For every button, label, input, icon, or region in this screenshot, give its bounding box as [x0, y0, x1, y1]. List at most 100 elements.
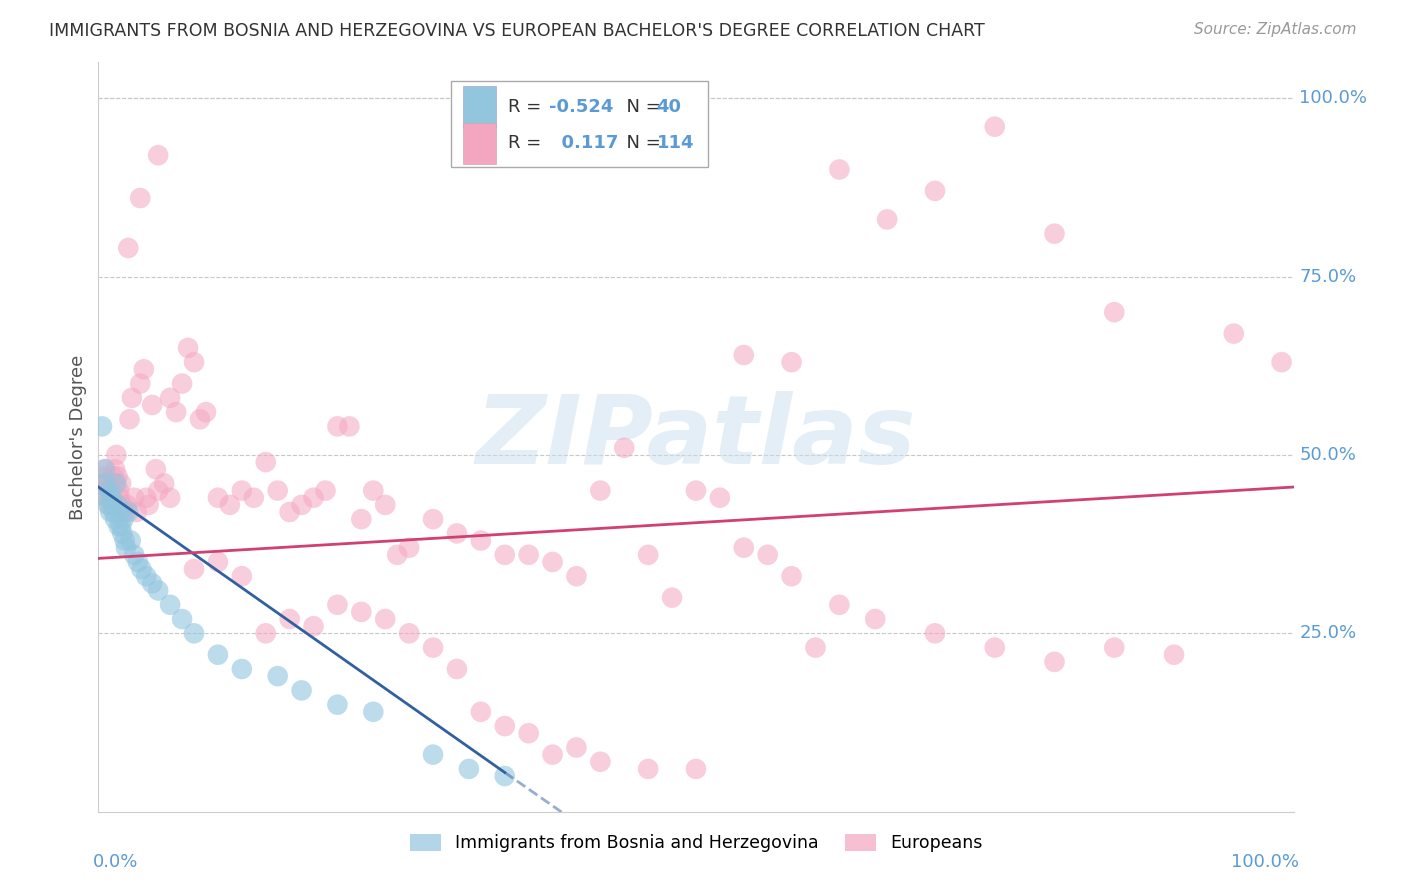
Point	[565, 569, 588, 583]
Point	[374, 612, 396, 626]
FancyBboxPatch shape	[451, 81, 709, 168]
Point	[219, 498, 242, 512]
Point	[114, 533, 136, 548]
Point	[94, 476, 117, 491]
Point	[107, 469, 129, 483]
Point	[148, 148, 170, 162]
Text: 75.0%: 75.0%	[1299, 268, 1357, 285]
Point	[267, 669, 290, 683]
Point	[118, 412, 141, 426]
Point	[91, 469, 114, 483]
Point	[589, 755, 612, 769]
Point	[141, 576, 163, 591]
Point	[108, 505, 131, 519]
Point	[494, 719, 516, 733]
Point	[315, 483, 337, 498]
Point	[207, 648, 229, 662]
Point	[637, 762, 659, 776]
Point	[517, 548, 540, 562]
Point	[97, 476, 120, 491]
Point	[541, 747, 564, 762]
Point	[613, 441, 636, 455]
Point	[127, 555, 149, 569]
Point	[350, 512, 373, 526]
Point	[291, 498, 314, 512]
Point	[231, 483, 253, 498]
Point	[104, 462, 127, 476]
Point	[494, 548, 516, 562]
Legend: Immigrants from Bosnia and Herzegovina, Europeans: Immigrants from Bosnia and Herzegovina, …	[404, 827, 988, 859]
Point	[1163, 648, 1185, 662]
Point	[115, 541, 138, 555]
Point	[172, 376, 194, 391]
Point	[517, 726, 540, 740]
Point	[1104, 640, 1126, 655]
Point	[112, 512, 135, 526]
Point	[326, 598, 349, 612]
Point	[1104, 305, 1126, 319]
Point	[709, 491, 731, 505]
Text: N =: N =	[614, 134, 666, 153]
Point	[1271, 355, 1294, 369]
Point	[685, 483, 707, 498]
Point	[183, 355, 205, 369]
Point	[159, 598, 181, 612]
Point	[103, 476, 125, 491]
Point	[350, 605, 373, 619]
Point	[96, 491, 118, 505]
Point	[114, 505, 136, 519]
Point	[326, 419, 349, 434]
Point	[291, 683, 314, 698]
Point	[1223, 326, 1246, 341]
Point	[153, 476, 176, 491]
Point	[685, 762, 707, 776]
Point	[231, 569, 253, 583]
Point	[98, 483, 121, 498]
Point	[117, 505, 139, 519]
Point	[183, 562, 205, 576]
Point	[828, 162, 851, 177]
Point	[101, 498, 124, 512]
Point	[876, 212, 898, 227]
Point	[385, 548, 409, 562]
Text: 50.0%: 50.0%	[1299, 446, 1357, 464]
Point	[278, 505, 301, 519]
Point	[97, 498, 120, 512]
Point	[111, 526, 134, 541]
Point	[254, 626, 277, 640]
Text: 40: 40	[657, 98, 682, 116]
Point	[733, 348, 755, 362]
Point	[177, 341, 200, 355]
Point	[115, 498, 138, 512]
Point	[100, 491, 122, 505]
Point	[374, 498, 396, 512]
Point	[1043, 227, 1066, 241]
Point	[141, 398, 163, 412]
Point	[541, 555, 564, 569]
Point	[98, 483, 122, 498]
Point	[135, 491, 157, 505]
Point	[446, 526, 468, 541]
Point	[302, 619, 325, 633]
Text: 0.0%: 0.0%	[93, 853, 138, 871]
Point	[105, 448, 128, 462]
Point	[422, 640, 444, 655]
Point	[733, 541, 755, 555]
Point	[302, 491, 325, 505]
Point	[398, 626, 420, 640]
Point	[243, 491, 266, 505]
Point	[100, 491, 122, 505]
Text: 25.0%: 25.0%	[1299, 624, 1357, 642]
Text: Source: ZipAtlas.com: Source: ZipAtlas.com	[1194, 22, 1357, 37]
Point	[780, 355, 803, 369]
Point	[363, 483, 385, 498]
Text: 100.0%: 100.0%	[1232, 853, 1299, 871]
Point	[129, 191, 152, 205]
Point	[661, 591, 683, 605]
Point	[278, 612, 301, 626]
Point	[637, 548, 659, 562]
Point	[129, 376, 152, 391]
Point	[159, 491, 181, 505]
Point	[422, 747, 444, 762]
Point	[91, 476, 114, 491]
